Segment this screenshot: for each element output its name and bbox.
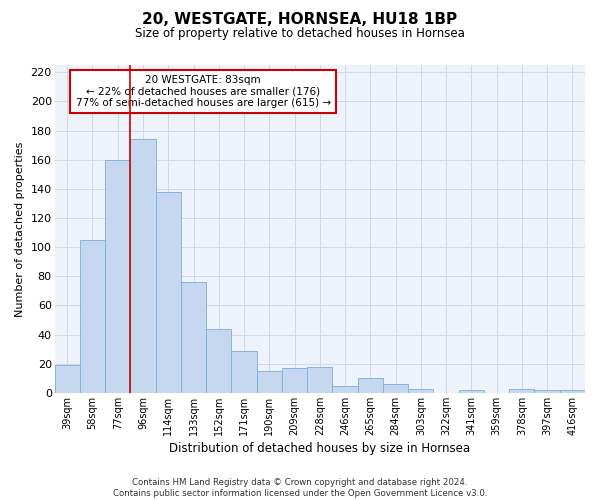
Bar [105, 160, 130, 393]
Bar [130, 140, 155, 393]
Bar [232, 350, 257, 393]
Bar [307, 366, 332, 393]
Bar [80, 240, 105, 393]
Text: Size of property relative to detached houses in Hornsea: Size of property relative to detached ho… [135, 28, 465, 40]
Bar [206, 329, 232, 393]
Bar [332, 386, 358, 393]
Bar [358, 378, 383, 393]
Text: Contains HM Land Registry data © Crown copyright and database right 2024.
Contai: Contains HM Land Registry data © Crown c… [113, 478, 487, 498]
Bar [257, 371, 282, 393]
Bar [181, 282, 206, 393]
Bar [408, 388, 433, 393]
Y-axis label: Number of detached properties: Number of detached properties [15, 142, 25, 316]
Text: 20, WESTGATE, HORNSEA, HU18 1BP: 20, WESTGATE, HORNSEA, HU18 1BP [142, 12, 458, 28]
Bar [509, 388, 535, 393]
Bar [155, 192, 181, 393]
Bar [560, 390, 585, 393]
Bar [383, 384, 408, 393]
Text: 20 WESTGATE: 83sqm
← 22% of detached houses are smaller (176)
77% of semi-detach: 20 WESTGATE: 83sqm ← 22% of detached hou… [76, 75, 331, 108]
Bar [55, 365, 80, 393]
X-axis label: Distribution of detached houses by size in Hornsea: Distribution of detached houses by size … [169, 442, 470, 455]
Bar [282, 368, 307, 393]
Bar [459, 390, 484, 393]
Bar [535, 390, 560, 393]
